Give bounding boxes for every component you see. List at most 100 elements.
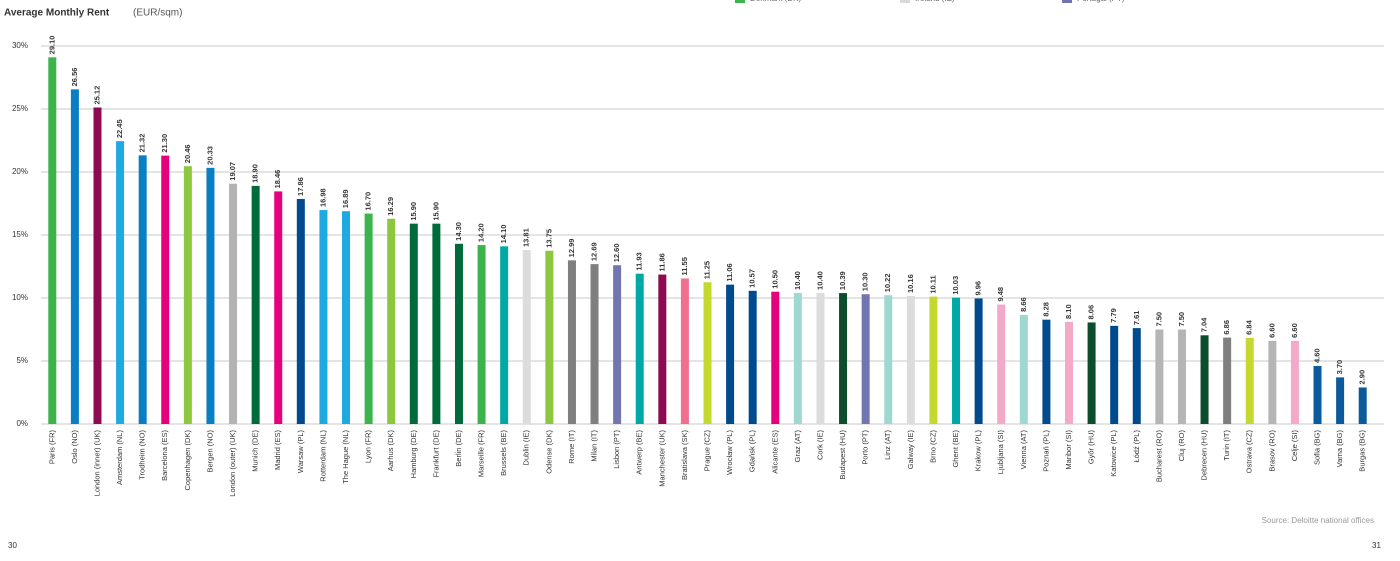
x-tick-label: Madrid (ES) [273,430,282,471]
y-tick-label: 10% [12,293,28,302]
value-label: 11.25 [702,261,711,279]
value-label: 8.06 [1087,305,1096,320]
x-tick-label: Aarhus (DK) [386,430,395,472]
bar [703,282,712,424]
value-label: 10.16 [906,274,915,293]
x-tick-label: Brasov (RO) [1267,429,1276,471]
value-label: 13.75 [544,229,553,248]
value-label: 9.96 [974,281,983,296]
x-tick-label: Ostrava (CZ) [1245,430,1254,474]
bar [1110,325,1119,424]
bar [206,167,215,425]
x-tick-label: Ghent (BE) [951,429,960,467]
bar [771,291,780,424]
value-label: 13.81 [522,228,531,247]
x-tick-label: Graz (AT) [793,429,802,462]
source: Source: Deloitte national offices [1262,516,1374,525]
value-label: 11.06 [725,263,734,281]
value-label: 10.22 [883,273,892,292]
bar [1268,340,1277,424]
value-label: 12.60 [612,243,621,262]
bar [680,278,689,424]
bar [409,223,418,424]
value-label: 18.46 [273,170,282,189]
x-tick-label: Celje (SI) [1290,430,1299,462]
value-label: 11.86 [657,253,666,271]
value-label: 7.61 [1132,311,1141,326]
x-tick-label: Hamburg (DE) [409,429,418,478]
y-tick-label: 5% [16,356,28,365]
bar [387,218,396,424]
x-tick-label: Turin (IT) [1222,430,1231,461]
x-tick-label: Dublin (IE) [522,430,531,466]
bar [545,250,554,424]
x-tick-label: Trodheim (NO) [138,430,147,480]
y-tick-label: 25% [12,104,28,113]
x-tick-label: Poznań (PL) [1041,430,1050,472]
bar [1132,328,1141,424]
value-label: 12.99 [567,239,576,258]
x-tick-label: Varna (BG) [1335,430,1344,468]
value-label: 6.60 [1290,323,1299,338]
bar [748,290,757,424]
value-label: 7.50 [1154,312,1163,327]
x-tick-label: Berlin (DE) [454,430,463,467]
x-tick-label: Linz (AT) [883,430,892,460]
value-label: 20.46 [183,144,192,163]
value-label: 4.60 [1313,348,1322,363]
value-label: 6.86 [1222,320,1231,335]
x-tick-label: Marseille (FR) [477,430,486,478]
x-tick-label: Copenhagen (DK) [183,430,192,491]
page-number: 31 [1372,541,1381,550]
value-label: 10.03 [951,276,960,295]
bar [567,260,576,424]
value-label: 16.89 [341,189,350,208]
value-label: 16.29 [386,197,395,216]
x-tick-label: Munich (DE) [251,430,260,472]
bar [251,185,260,424]
x-tick-label: London (outer) (UK) [228,430,237,497]
bar [906,295,915,424]
x-tick-label: Amsterdam (NL) [115,430,124,486]
bar [1200,335,1209,424]
bar [477,245,486,424]
value-label: 10.40 [815,271,824,290]
value-label: 6.60 [1267,323,1276,338]
x-tick-label: Paris (FR) [47,430,56,465]
bar [1177,329,1186,424]
value-label: 14.30 [454,222,463,241]
value-label: 16.70 [364,192,373,211]
x-tick-label: Lyon (FR) [364,429,373,463]
x-tick-label: Warsaw (PL) [296,430,305,474]
value-label: 14.10 [499,225,508,244]
value-label: 15.90 [431,202,440,221]
value-label: 19.07 [228,162,237,181]
bar [974,298,983,424]
bar [1155,329,1164,424]
y-tick-label: 20% [12,167,28,176]
bar [116,141,125,424]
bar [613,265,622,424]
bar [522,249,531,424]
y-tick-label: 15% [12,230,28,239]
x-tick-label: Brno (CZ) [928,430,937,463]
x-tick-label: Bratislava (SK) [680,429,689,480]
x-tick-label: Bucharest (RO) [1154,430,1163,483]
value-label: 17.86 [296,177,305,196]
x-tick-label: Ljubljana (SI) [996,430,1005,475]
legend-label: Portugal (PT) [1077,0,1125,3]
bar [500,246,509,424]
value-label: 11.55 [680,257,689,275]
bar [1042,319,1051,424]
x-tick-label: Krakow (PL) [974,430,983,472]
bar [884,295,893,424]
value-label: 21.30 [160,134,169,153]
bar [70,89,79,425]
bar [432,223,441,424]
bar [1064,321,1073,424]
value-label: 10.11 [928,275,937,293]
value-label: 20.33 [205,146,214,165]
x-tick-label: Porto (PT) [861,430,870,465]
y-tick-label: 30% [12,41,28,50]
